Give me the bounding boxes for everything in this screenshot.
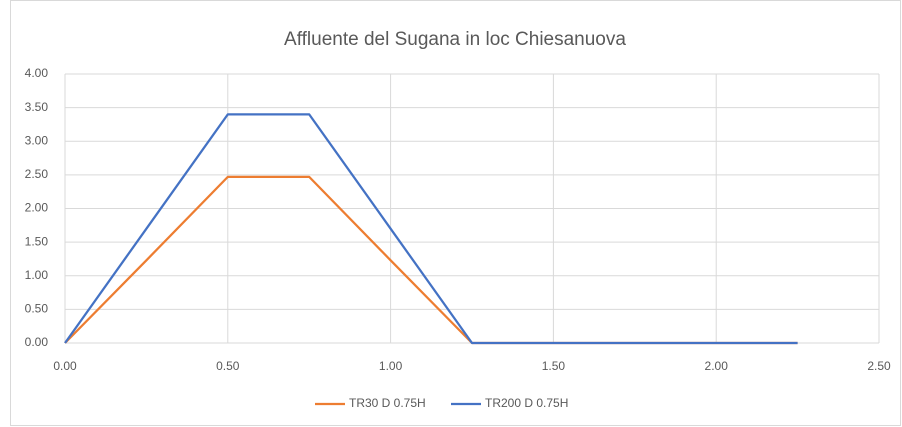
y-tick-label: 3.50 — [25, 100, 49, 114]
legend-label: TR30 D 0.75H — [349, 396, 426, 410]
y-tick-label: 0.50 — [25, 302, 49, 316]
x-tick-label: 2.00 — [705, 359, 729, 373]
y-tick-label: 0.00 — [25, 335, 49, 349]
y-tick-label: 1.00 — [25, 268, 49, 282]
series-line — [64, 113, 798, 345]
y-tick-label: 4.00 — [25, 66, 49, 80]
y-tick-label: 2.00 — [25, 201, 49, 215]
legend-label: TR200 D 0.75H — [485, 396, 568, 410]
x-tick-label: 1.00 — [379, 359, 403, 373]
chart-title: Affluente del Sugana in loc Chiesanuova — [284, 29, 626, 50]
x-tick-label: 0.50 — [216, 359, 240, 373]
x-tick-label: 1.50 — [542, 359, 566, 373]
y-tick-label: 3.00 — [25, 133, 49, 147]
y-tick-label: 2.50 — [25, 167, 49, 181]
x-tick-label: 2.50 — [867, 359, 891, 373]
x-tick-label: 0.00 — [53, 359, 77, 373]
y-tick-label: 1.50 — [25, 234, 49, 248]
chart-border — [10, 0, 901, 426]
